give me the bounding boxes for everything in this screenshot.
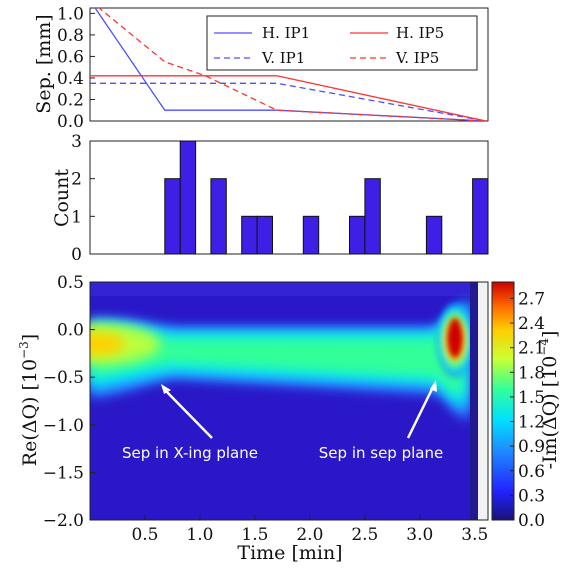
colorbar-tick-label: 1.8	[518, 363, 545, 383]
heatmap-image	[90, 282, 488, 520]
colorbar-tick-label: 2.4	[518, 314, 545, 334]
heatmap-x-label: Time [min]	[237, 542, 342, 564]
colorbar-label: -Im(ΔQ) [10−4]	[537, 331, 561, 470]
count-y-ticks: 0 1 2 3	[71, 132, 95, 265]
separation-y-tick-label: 0.6	[57, 47, 84, 67]
count-y-tick-label: 0	[71, 245, 82, 265]
count-bar-3	[241, 215, 258, 255]
heatmap-x-tick-label: 2.0	[296, 525, 323, 545]
heatmap-y-ticks: −2.0 −1.5 −1.0 −0.5 0.0 0.5	[43, 273, 95, 531]
count-y-tick-label: 1	[71, 207, 82, 227]
heatmap-y-label: Re(ΔQ) [10−3]	[17, 334, 41, 466]
count-bar-6	[349, 215, 366, 255]
separation-y-tick-label: 0.0	[57, 112, 84, 132]
series-line-v-ip5	[98, 8, 486, 121]
separation-legend: H. IP1 V. IP1 H. IP5 V. IP5	[206, 15, 478, 71]
heatmap-x-tick-label: 2.5	[351, 525, 378, 545]
annotation-x-ing: Sep in X-ing plane	[122, 384, 258, 462]
count-bar-2	[210, 178, 227, 255]
heatmap-y-tick-label: −1.0	[43, 416, 84, 436]
legend-label-v-ip5: V. IP5	[395, 49, 439, 67]
count-bar-9	[472, 178, 489, 255]
annotation-sep-text: Sep in sep plane	[319, 444, 443, 462]
separation-plot-frame	[89, 7, 489, 122]
count-bar-0	[164, 178, 181, 255]
heatmap-y-tick-label: −1.5	[43, 463, 84, 483]
count-panel: 0 1 2 3 Count	[51, 132, 489, 265]
heatmap-y-tick-label: −0.5	[43, 368, 84, 388]
colorbar-ticks: 0.0 0.3 0.6 0.9 1.2 1.5 1.8 2.1 2.4 2.7	[510, 289, 545, 531]
colorbar-tick-label: 2.7	[518, 289, 545, 309]
separation-y-tick-label: 0.4	[57, 69, 84, 89]
heatmap-x-ticks: 0.5 1.0 1.5 2.0 2.5 3.0 3.5	[131, 515, 488, 545]
separation-panel: 0.00.20.40.60.81.0 Sep. [mm] H. IP1 V. I…	[33, 4, 489, 132]
legend-label-v-ip1: V. IP1	[261, 49, 305, 67]
heatmap-plot-frame	[89, 281, 489, 521]
heatmap-y-tick-label: 0.0	[57, 321, 84, 341]
legend-label-h-ip1: H. IP1	[262, 24, 310, 42]
heatmap-x-tick-label: 3.0	[406, 525, 433, 545]
heatmap-x-tick-label: 1.5	[241, 525, 268, 545]
colorbar-tick-label: 0.0	[518, 511, 545, 531]
count-y-tick-label: 3	[71, 132, 82, 152]
colorbar-tick-label: 2.1	[518, 339, 545, 359]
separation-y-ticks: 0.00.20.40.60.81.0	[57, 4, 95, 132]
count-bar-8	[425, 215, 443, 255]
colorbar-tick-label: 0.6	[518, 462, 545, 482]
separation-y-tick-label: 0.8	[57, 26, 84, 46]
legend-box	[206, 15, 478, 71]
count-bar-4	[256, 215, 274, 255]
count-y-label: Count	[51, 169, 73, 227]
separation-y-tick-label: 0.2	[57, 90, 84, 110]
heatmap-x-tick-label: 3.5	[461, 525, 488, 545]
separation-y-label: Sep. [mm]	[33, 14, 55, 113]
count-bar-1	[179, 140, 197, 255]
colorbar-gradient	[491, 281, 515, 521]
colorbar: 0.0 0.3 0.6 0.9 1.2 1.5 1.8 2.1 2.4 2.7 -Im(ΔQ) […	[491, 281, 561, 531]
annotation-sep: Sep in sep plane	[319, 380, 443, 462]
count-bar-7	[364, 178, 381, 255]
annotation-x-ing-text: Sep in X-ing plane	[122, 444, 258, 462]
annotation-sep-arrow	[406, 384, 436, 439]
annotation-x-ing-arrow	[163, 388, 213, 439]
heatmap-panel: −2.0 −1.5 −1.0 −0.5 0.0 0.5 0.5 1.0 1.5 2.0 2.5 3.…	[17, 273, 561, 564]
count-bar-5	[302, 215, 320, 255]
series-line-v-ip1	[90, 82, 486, 121]
separation-y-tick-label: 1.0	[57, 4, 84, 24]
colorbar-tick-label: 0.9	[518, 437, 545, 457]
colorbar-tick-label: 1.5	[518, 388, 545, 408]
heatmap-y-tick-label: −2.0	[43, 511, 84, 531]
count-y-tick-label: 2	[71, 170, 82, 190]
heatmap-y-tick-label: 0.5	[57, 273, 84, 293]
heatmap-x-tick-label: 1.0	[186, 525, 213, 545]
heatmap-x-tick-label: 0.5	[131, 525, 158, 545]
series-line-h-ip5	[90, 75, 486, 121]
colorbar-tick-label: 1.2	[518, 413, 545, 433]
colorbar-tick-label: 0.3	[518, 486, 545, 506]
legend-label-h-ip5: H. IP5	[396, 24, 444, 42]
